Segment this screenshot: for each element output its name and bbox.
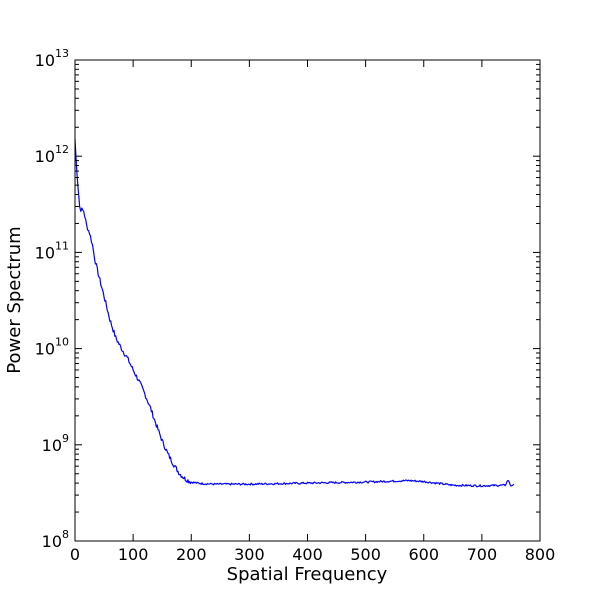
x-tick-label: 600	[408, 545, 439, 564]
x-tick-label: 0	[70, 545, 80, 564]
y-axis-label: Power Spectrum	[4, 226, 25, 373]
y-tick-exponent: 13	[55, 47, 69, 60]
x-tick-label: 500	[350, 545, 381, 564]
y-tick-exponent: 10	[55, 336, 69, 349]
y-tick-label: 1012	[35, 143, 69, 166]
y-tick-exponent: 9	[62, 432, 69, 445]
series-layer	[74, 139, 515, 488]
y-tick-label: 1010	[35, 336, 69, 359]
x-tick-label: 400	[292, 545, 323, 564]
y-tick-base: 10	[42, 436, 62, 455]
y-tick-base: 10	[35, 340, 55, 359]
x-tick-label: 700	[467, 545, 498, 564]
y-tick-base: 10	[35, 51, 55, 70]
x-tick-label: 200	[176, 545, 207, 564]
y-tick-label: 1011	[35, 239, 69, 262]
y-tick-label: 108	[42, 528, 69, 551]
y-tick-exponent: 8	[62, 528, 69, 541]
x-axis-label: Spatial Frequency	[227, 564, 388, 585]
x-tick-label: 800	[525, 545, 556, 564]
y-tick-base: 10	[35, 243, 55, 262]
tick-layer: 0 100 200 300 400 500 600 700 800108109101010111…	[35, 47, 556, 564]
power-spectrum-series	[74, 139, 515, 488]
x-tick-label: 300	[234, 545, 265, 564]
y-tick-base: 10	[42, 532, 62, 551]
y-tick-label: 109	[42, 432, 69, 455]
x-tick-label: 100	[118, 545, 149, 564]
y-tick-label: 1013	[35, 47, 69, 70]
y-tick-base: 10	[35, 147, 55, 166]
y-tick-exponent: 11	[55, 239, 69, 252]
y-tick-exponent: 12	[55, 143, 69, 156]
